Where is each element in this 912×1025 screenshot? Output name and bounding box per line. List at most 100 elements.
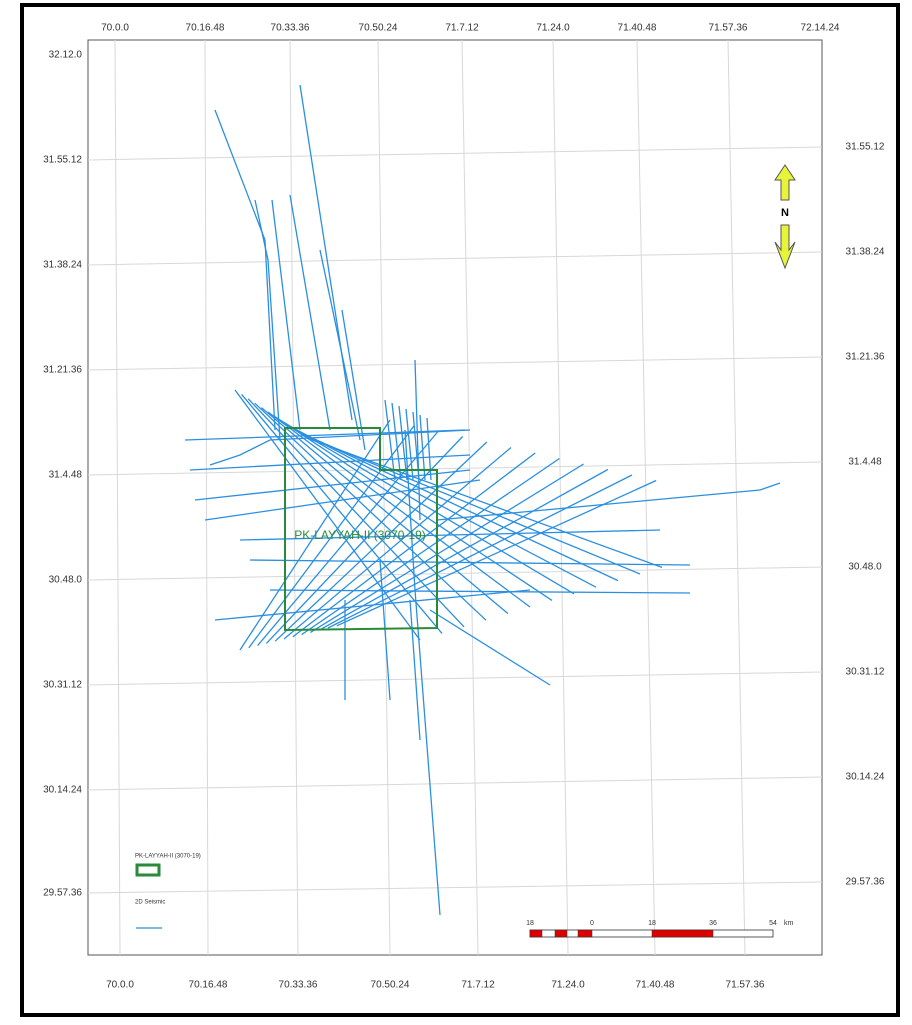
seismic-line [280,420,575,595]
meridian [204,39,209,956]
seismic-line [412,411,420,481]
left-label: 31.55.12 [43,155,82,166]
top-label: 70.50.24 [359,23,398,34]
left-label: 30.14.24 [43,785,82,796]
seismic-line [300,433,641,575]
right-label: 29.57.36 [846,877,885,888]
seismic-line [318,468,609,631]
seismic-line [414,359,421,521]
meridian [377,39,391,956]
seismic-line [292,452,536,638]
top-label: 71.7.12 [445,23,479,34]
bottom-label: 70.50.24 [371,980,410,991]
scale-segment [554,929,568,938]
parallel [87,251,823,266]
right-label: 31.21.36 [846,352,885,363]
scale-label: 54 [769,920,777,927]
meridian [552,39,569,956]
seismic-line [405,408,414,481]
right-label: 30.14.24 [846,772,885,783]
scale-segment [577,929,593,938]
arrow-up [774,164,796,201]
seismic-line [327,474,633,629]
parallel [87,461,823,476]
seismic-line [254,402,487,621]
seismic-line [429,609,551,686]
bottom-label: 70.0.0 [106,980,134,991]
bottom-label: 70.16.48 [189,980,228,991]
meridian [727,39,746,956]
left-label: 30.48.0 [49,575,83,586]
right-label: 31.55.12 [846,142,885,153]
seismic-line [267,411,531,608]
north-label: N [781,207,789,219]
seismic-line [239,529,661,541]
top-label: 70.33.36 [271,23,310,34]
seismic-line [269,589,691,594]
scale-label: 18 [648,920,656,927]
parallel [87,566,823,581]
meridian [114,39,121,956]
bottom-label: 70.33.36 [279,980,318,991]
right-label: 31.38.24 [846,247,885,258]
scale-unit: km [784,920,794,927]
legend-block [135,863,161,877]
seismic-line [204,479,481,521]
bottom-label: 71.24.0 [551,980,585,991]
scale-label: 0 [590,920,594,927]
seismic-line [209,429,471,466]
block-outline [284,427,438,632]
seismic-line [184,429,466,441]
scale-segment [529,929,543,938]
seismic-line [248,425,415,649]
meridian [636,39,656,956]
scale-label: 36 [709,920,717,927]
seismic-line [299,84,353,421]
seismic-line [301,457,560,636]
seismic-line [398,405,408,481]
left-label: 31.21.36 [43,365,82,376]
seismic-line [436,482,781,521]
right-label: 30.48.0 [848,562,882,573]
coordinate-labels: 70.0.0 70.16.48 70.33.36 70.50.24 71.7.12 71.… [43,23,885,991]
arrow-down [774,224,796,270]
seismic-line [214,109,276,431]
seismic-line [254,199,281,441]
seismic-line [341,309,366,451]
scale-bar: 18 0 18 36 54 km [526,920,794,938]
left-label: 30.31.12 [43,680,82,691]
seismic-line [391,402,402,481]
seismic-line [310,463,584,633]
meridian [289,39,299,956]
left-label: 31.4.48 [49,470,83,481]
seismic-line [287,424,597,588]
legend-label: PK-LAYYAH-II (3070-19) [135,854,201,860]
scale-label: 18 [526,920,534,927]
block: PK-LAYYAH-II (3070-19) [284,427,438,632]
seismic-line [294,429,619,582]
seismic-line [274,415,553,601]
seismic-line [239,419,391,651]
block-label: PK-LAYYAH-II (3070-19) [294,528,426,542]
right-label: 30.31.12 [846,667,885,678]
top-label: 72.14.24 [801,23,840,34]
north-arrow: N [774,164,796,270]
legend: PK-LAYYAH-II (3070-19) 2D Seismic [135,854,201,929]
top-label: 71.24.0 [536,23,570,34]
parallel [87,146,823,161]
parallel [87,881,823,894]
seismic-line [409,599,421,741]
seismic-line [257,430,439,647]
scale-segment [651,929,714,938]
seismic-line [260,407,509,615]
seismic-line [307,437,663,569]
seismic-line [319,249,361,441]
seismic-line [336,479,657,627]
left-label: 32.12.0 [49,50,83,61]
top-label: 70.16.48 [186,23,225,34]
parallel [87,671,823,686]
parallel [87,356,823,371]
bottom-label: 71.40.48 [636,980,675,991]
top-label: 70.0.0 [101,23,129,34]
